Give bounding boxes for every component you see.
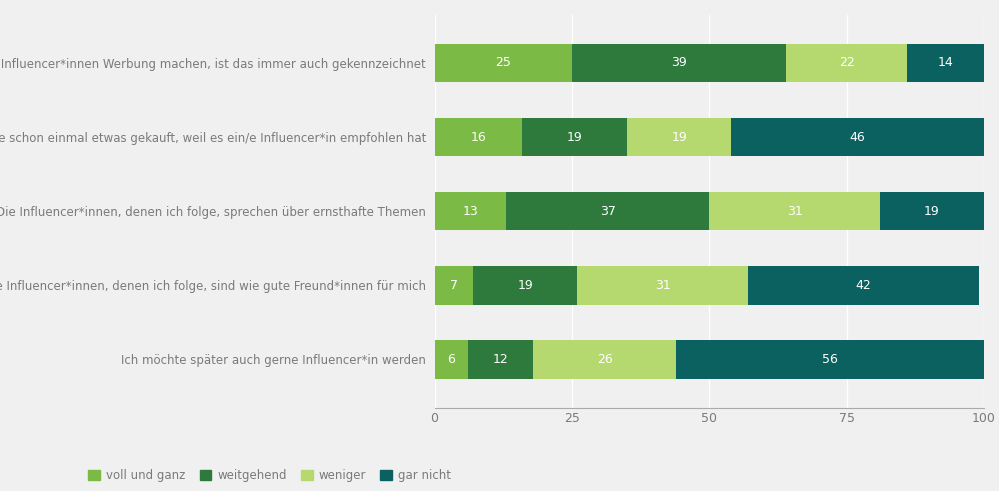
Text: 14: 14	[938, 56, 953, 69]
Bar	[627, 118, 731, 156]
Bar	[435, 192, 505, 230]
Bar	[709, 192, 880, 230]
Text: 25: 25	[496, 56, 511, 69]
Bar	[571, 44, 786, 82]
Text: 46: 46	[850, 131, 865, 143]
Bar	[505, 192, 709, 230]
Text: 39: 39	[671, 56, 687, 69]
Text: 12: 12	[493, 353, 508, 366]
Text: 42: 42	[855, 279, 871, 292]
Text: 19: 19	[924, 205, 940, 218]
Bar	[435, 266, 474, 304]
Bar	[522, 118, 627, 156]
Bar	[907, 44, 984, 82]
Bar	[880, 192, 984, 230]
Text: 26: 26	[597, 353, 612, 366]
Bar	[731, 118, 984, 156]
Bar	[468, 340, 533, 379]
Bar	[435, 44, 571, 82]
Text: 31: 31	[654, 279, 670, 292]
Text: 22: 22	[839, 56, 854, 69]
Text: 13: 13	[463, 205, 479, 218]
Text: 31: 31	[786, 205, 802, 218]
Bar	[676, 340, 984, 379]
Text: 37: 37	[599, 205, 615, 218]
Bar	[747, 266, 979, 304]
Bar	[533, 340, 676, 379]
Bar	[435, 118, 522, 156]
Bar	[577, 266, 747, 304]
Text: 19: 19	[517, 279, 533, 292]
Bar	[786, 44, 907, 82]
Text: 7: 7	[450, 279, 458, 292]
Text: 19: 19	[566, 131, 582, 143]
Text: 16: 16	[471, 131, 487, 143]
Text: 19: 19	[671, 131, 687, 143]
Text: 6: 6	[448, 353, 455, 366]
Bar	[474, 266, 577, 304]
Text: 56: 56	[822, 353, 838, 366]
Legend: voll und ganz, weitgehend, weniger, gar nicht: voll und ganz, weitgehend, weniger, gar …	[84, 464, 456, 487]
Bar	[435, 340, 468, 379]
